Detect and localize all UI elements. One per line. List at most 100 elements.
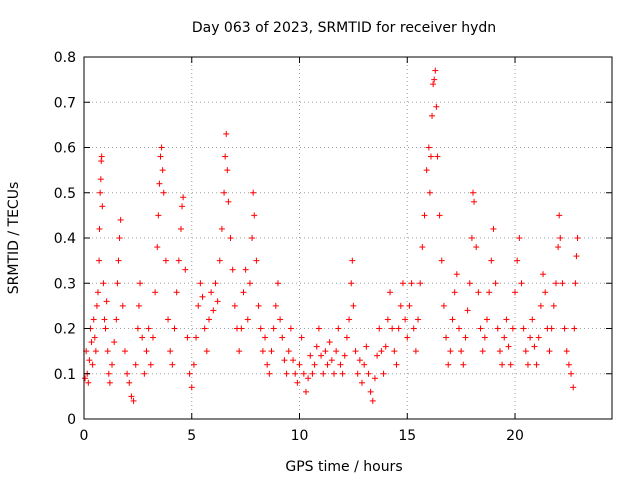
y-tick-label: 0.1 [54, 367, 76, 383]
data-point [159, 167, 166, 174]
data-point [426, 189, 433, 196]
data-point [184, 334, 191, 341]
data-point [537, 302, 544, 309]
data-point [292, 370, 299, 377]
data-point [490, 225, 497, 232]
data-point [264, 361, 271, 368]
data-point [561, 325, 568, 332]
data-point [281, 357, 288, 364]
data-point [333, 348, 340, 355]
data-point [249, 235, 256, 241]
data-point [371, 375, 378, 382]
y-tick-label: 0.7 [54, 95, 76, 111]
data-point [167, 348, 174, 355]
data-point [432, 67, 439, 74]
data-point [149, 334, 156, 341]
data-point [514, 257, 521, 264]
data-point [494, 325, 501, 332]
data-point [147, 361, 154, 368]
data-point [156, 180, 163, 187]
data-point [477, 325, 484, 332]
data-point [559, 280, 566, 287]
data-point [479, 348, 486, 355]
data-point [481, 334, 488, 341]
data-point [214, 298, 221, 305]
data-point [296, 361, 303, 368]
data-point [484, 316, 491, 323]
axis-ticks [83, 56, 612, 420]
data-point [238, 325, 245, 332]
x-axis-label: GPS time / hours [285, 459, 402, 475]
data-point [119, 302, 126, 309]
data-point [121, 348, 128, 355]
data-point [134, 325, 141, 332]
data-point [154, 244, 161, 251]
data-point [97, 176, 104, 183]
data-point [208, 289, 215, 296]
data-point [182, 266, 189, 273]
data-point [330, 370, 337, 377]
data-point [130, 397, 137, 404]
y-tick-label: 0 [67, 412, 76, 428]
data-point [356, 357, 363, 364]
data-point [473, 244, 480, 251]
data-point [255, 302, 262, 309]
data-point [453, 271, 460, 278]
data-point [389, 325, 396, 332]
y-tick-label: 0.3 [54, 276, 76, 292]
data-point [231, 302, 238, 309]
data-point [190, 361, 197, 368]
data-point [175, 257, 182, 264]
data-point [326, 339, 333, 346]
data-point [507, 361, 514, 368]
data-point [533, 361, 540, 368]
data-point [404, 334, 411, 341]
data-point [557, 235, 564, 241]
y-tick-label: 0.6 [54, 141, 76, 157]
data-point [86, 357, 93, 364]
data-point [469, 189, 476, 196]
data-point [436, 212, 443, 219]
data-point [367, 388, 374, 395]
data-point [104, 348, 111, 355]
data-point [349, 257, 356, 264]
data-point [455, 325, 462, 332]
data-point [216, 257, 223, 264]
data-point [359, 379, 366, 386]
data-points [82, 67, 581, 404]
data-point [145, 325, 152, 332]
data-point [124, 370, 131, 377]
data-point [171, 325, 178, 332]
data-point [298, 334, 305, 341]
data-point [274, 280, 281, 287]
data-point [412, 348, 419, 355]
data-point [253, 257, 260, 264]
data-point [96, 257, 103, 264]
data-point [466, 280, 473, 287]
data-point [378, 348, 385, 355]
data-point [91, 334, 98, 341]
axis-tick-labels: 0 0.1 0.2 0.3 0.4 0.5 0.6 0.7 0.8 0 5 10 15 20 [54, 50, 524, 444]
data-point [221, 189, 228, 196]
data-point [570, 384, 577, 391]
data-point [522, 348, 529, 355]
data-point [115, 257, 122, 264]
data-point [527, 334, 534, 341]
data-point [509, 325, 516, 332]
data-point [520, 325, 527, 332]
data-point [427, 153, 434, 160]
data-point [440, 302, 447, 309]
data-point [266, 370, 273, 377]
data-point [438, 257, 445, 264]
data-point [542, 289, 549, 296]
x-tick-label: 15 [398, 428, 416, 444]
data-point [240, 289, 247, 296]
data-point [430, 81, 437, 88]
data-point [193, 334, 200, 341]
data-point [113, 316, 120, 323]
data-point [236, 348, 243, 355]
data-point [529, 316, 536, 323]
data-point [102, 325, 109, 332]
data-point [550, 302, 557, 309]
